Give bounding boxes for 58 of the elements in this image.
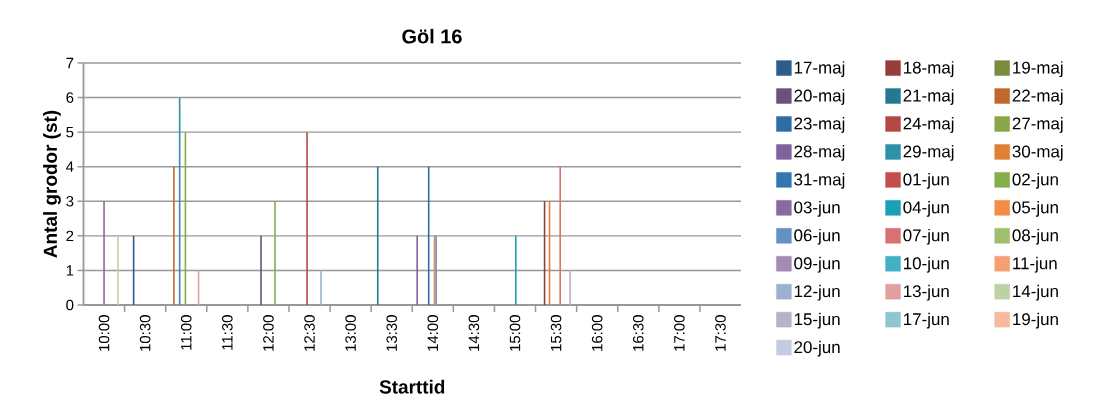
y-tick-label: 3 xyxy=(66,195,74,207)
chart-title: Göl 16 xyxy=(402,28,462,44)
legend-label: 29-maj xyxy=(903,145,954,161)
legend-label: 13-jun xyxy=(904,284,949,301)
x-tick-label: 11:00 xyxy=(180,315,192,350)
legend-label: 07-jun xyxy=(903,228,949,245)
legend-label: 06-jun xyxy=(794,228,840,245)
y-tick-label: 6 xyxy=(66,92,74,103)
x-tick-label: 15:30 xyxy=(550,315,562,351)
x-axis-title: Starttid xyxy=(379,379,445,394)
legend-label: 01-jun xyxy=(903,173,949,189)
y-tick-label: 0 xyxy=(66,299,74,311)
x-tick-label: 13:00 xyxy=(345,315,356,351)
x-tick-label: 17:30 xyxy=(715,315,726,351)
legend-label: 23-maj xyxy=(794,117,845,133)
legend-label: 09-jun xyxy=(794,256,840,273)
legend-label: 02-jun xyxy=(1012,173,1058,189)
legend-label: 04-jun xyxy=(903,200,949,217)
x-tick-label: 16:00 xyxy=(591,315,603,351)
x-tick-label: 16:30 xyxy=(632,315,644,351)
legend-label: 10-jun xyxy=(904,256,949,273)
x-tick-label: 17:00 xyxy=(674,315,685,351)
legend-label: 12-jun xyxy=(794,284,840,301)
x-tick-label: 12:00 xyxy=(263,315,274,351)
y-tick-label: 1 xyxy=(66,265,74,276)
legend-label: 24-maj xyxy=(903,117,954,133)
legend-label: 28-maj xyxy=(794,145,845,161)
legend-label: 20-jun xyxy=(794,340,840,357)
x-tick-label: 14:00 xyxy=(427,315,439,351)
legend-label: 21-maj xyxy=(903,89,954,105)
legend-label: 17-jun xyxy=(904,312,949,329)
legend-label: 17-maj xyxy=(794,61,845,77)
x-tick-label: 13:30 xyxy=(386,315,397,351)
y-tick-label: 2 xyxy=(66,230,74,242)
legend-label: 15-jun xyxy=(794,312,840,329)
legend-label: 20-maj xyxy=(794,89,845,105)
legend-label: 22-maj xyxy=(1012,89,1063,105)
x-tick-label: 15:00 xyxy=(509,315,521,351)
legend-label: 19-jun xyxy=(1013,312,1058,329)
legend-label: 03-jun xyxy=(794,200,840,217)
legend-label: 18-maj xyxy=(904,61,954,77)
legend-label: 27-maj xyxy=(1012,117,1063,133)
x-tick-label: 11:30 xyxy=(222,315,233,350)
x-tick-label: 10:00 xyxy=(98,315,110,351)
legend-label: 05-jun xyxy=(1012,200,1058,217)
y-axis-title: Antal grodor (st) xyxy=(43,110,61,258)
legend-label: 30-maj xyxy=(1012,145,1063,161)
legend-label: 31-maj xyxy=(794,173,845,189)
y-tick-label: 7 xyxy=(66,57,74,69)
legend-label: 19-maj xyxy=(1013,61,1063,77)
x-tick-label: 12:30 xyxy=(304,315,315,351)
x-tick-label: 10:30 xyxy=(139,315,151,351)
y-tick-label: 4 xyxy=(66,161,74,172)
legend-label: 11-jun xyxy=(1013,256,1057,273)
y-tick-label: 5 xyxy=(66,126,74,138)
legend-label: 14-jun xyxy=(1013,284,1058,301)
x-tick-label: 14:30 xyxy=(468,315,480,351)
legend-label: 08-jun xyxy=(1012,228,1058,245)
